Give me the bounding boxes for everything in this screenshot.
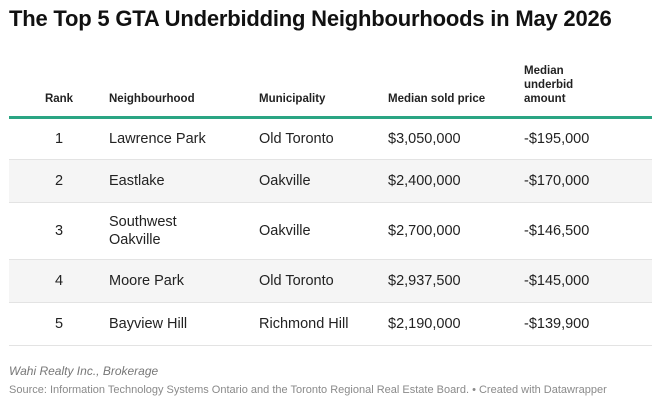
cell-municipality: Oakville (259, 202, 388, 260)
column-header-neighbourhood: Neighbourhood (109, 92, 195, 105)
table-row: 5 Bayview Hill Richmond Hill $2,190,000 … (9, 302, 652, 346)
cell-median-sold-price: $2,937,500 (388, 259, 524, 303)
table-row: 1 Lawrence Park Old Toronto $3,050,000 -… (9, 117, 652, 160)
cell-median-underbid-amount: -$146,500 (524, 202, 652, 260)
cell-neighbourhood: Eastlake (109, 159, 259, 203)
cell-rank: 5 (9, 302, 109, 346)
cell-neighbourhood: Southwest Oakville (109, 202, 259, 260)
source-line: Source: Information Technology Systems O… (9, 384, 607, 396)
cell-median-sold-price: $3,050,000 (388, 117, 524, 160)
cell-rank: 1 (9, 117, 109, 160)
cell-rank: 2 (9, 159, 109, 203)
cell-municipality: Oakville (259, 159, 388, 203)
cell-neighbourhood: Moore Park (109, 259, 259, 303)
cell-neighbourhood: Bayview Hill (109, 302, 259, 346)
column-header-median-underbid-amount: Median underbid amount (524, 64, 574, 105)
cell-median-sold-price: $2,190,000 (388, 302, 524, 346)
table-row: 4 Moore Park Old Toronto $2,937,500 -$14… (9, 259, 652, 303)
cell-municipality: Old Toronto (259, 117, 388, 160)
column-header-rank: Rank (44, 92, 74, 105)
column-header-median-sold-price: Median sold price (388, 92, 486, 105)
cell-municipality: Old Toronto (259, 259, 388, 303)
cell-municipality: Richmond Hill (259, 302, 388, 346)
cell-median-underbid-amount: -$170,000 (524, 159, 652, 203)
cell-median-underbid-amount: -$195,000 (524, 117, 652, 160)
table-row: 3 Southwest Oakville Oakville $2,700,000… (9, 202, 652, 260)
chart-title: The Top 5 GTA Underbidding Neighbourhood… (9, 6, 612, 31)
column-header-municipality: Municipality (259, 92, 326, 105)
cell-rank: 4 (9, 259, 109, 303)
cell-median-sold-price: $2,700,000 (388, 202, 524, 260)
cell-median-underbid-amount: -$145,000 (524, 259, 652, 303)
credit-note: Wahi Realty Inc., Brokerage (9, 364, 159, 378)
table-row: 2 Eastlake Oakville $2,400,000 -$170,000 (9, 159, 652, 203)
data-table: Rank Neighbourhood Municipality Median s… (9, 60, 652, 346)
cell-neighbourhood: Lawrence Park (109, 117, 259, 160)
cell-rank: 3 (9, 202, 109, 260)
cell-median-sold-price: $2,400,000 (388, 159, 524, 203)
cell-median-underbid-amount: -$139,900 (524, 302, 652, 346)
table-header-row: Rank Neighbourhood Municipality Median s… (9, 60, 652, 117)
